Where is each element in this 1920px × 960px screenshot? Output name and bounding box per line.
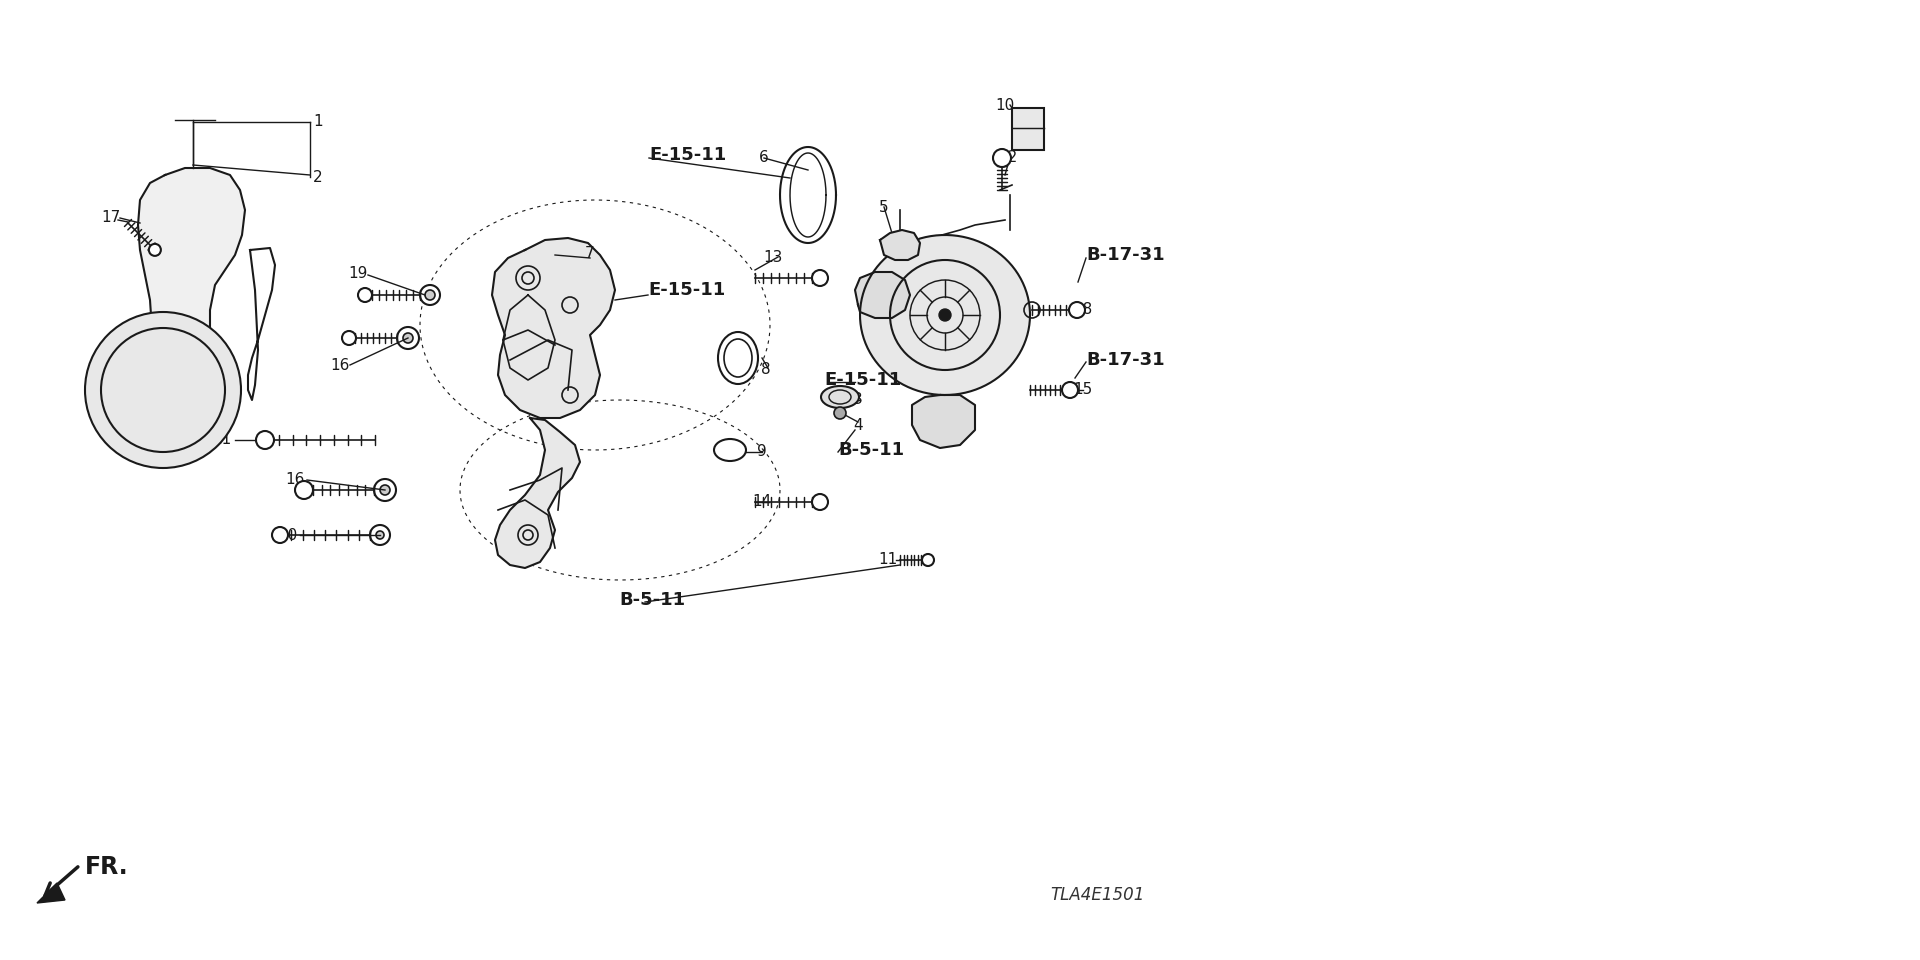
Circle shape — [296, 481, 313, 499]
Circle shape — [273, 527, 288, 543]
Text: 4: 4 — [852, 418, 862, 433]
Text: 19: 19 — [348, 266, 369, 280]
Text: 1: 1 — [313, 114, 323, 130]
Text: 16: 16 — [286, 472, 305, 488]
Text: 9: 9 — [756, 444, 766, 460]
Circle shape — [939, 309, 950, 321]
Text: 21: 21 — [213, 433, 232, 447]
Text: E-15-11: E-15-11 — [649, 281, 726, 299]
Polygon shape — [912, 395, 975, 448]
Polygon shape — [36, 883, 65, 903]
Circle shape — [150, 244, 161, 256]
Circle shape — [424, 290, 436, 300]
Text: 18: 18 — [1073, 302, 1092, 318]
Circle shape — [403, 333, 413, 343]
Text: B-5-11: B-5-11 — [837, 441, 904, 459]
Circle shape — [420, 285, 440, 305]
Text: E-15-11: E-15-11 — [824, 371, 900, 389]
Circle shape — [255, 431, 275, 449]
Text: 3: 3 — [852, 393, 862, 407]
Circle shape — [993, 149, 1012, 167]
Polygon shape — [492, 238, 614, 418]
Circle shape — [397, 327, 419, 349]
Polygon shape — [879, 230, 920, 260]
Polygon shape — [495, 418, 580, 568]
Text: TLA4E1501: TLA4E1501 — [1050, 886, 1144, 904]
Circle shape — [371, 525, 390, 545]
Circle shape — [376, 531, 384, 539]
Text: 17: 17 — [102, 210, 121, 226]
Circle shape — [380, 485, 390, 495]
Text: FR.: FR. — [84, 855, 129, 879]
Circle shape — [84, 312, 242, 468]
Text: 14: 14 — [753, 494, 772, 510]
Circle shape — [833, 407, 847, 419]
Text: 12: 12 — [998, 150, 1018, 164]
Text: 5: 5 — [879, 200, 889, 214]
Text: 2: 2 — [313, 170, 323, 184]
Text: 15: 15 — [1073, 382, 1092, 397]
Text: E-15-11: E-15-11 — [649, 146, 726, 164]
Polygon shape — [138, 168, 246, 425]
Polygon shape — [860, 235, 1029, 395]
Polygon shape — [854, 272, 910, 318]
Ellipse shape — [822, 386, 858, 408]
Text: 16: 16 — [330, 357, 349, 372]
Text: B-17-31: B-17-31 — [1087, 351, 1165, 369]
Text: 13: 13 — [764, 250, 783, 265]
Circle shape — [812, 270, 828, 286]
Circle shape — [374, 479, 396, 501]
Circle shape — [1062, 382, 1077, 398]
Circle shape — [812, 494, 828, 510]
Text: 11: 11 — [877, 553, 899, 567]
Bar — [1012, 108, 1044, 150]
Circle shape — [357, 288, 372, 302]
Text: B-5-11: B-5-11 — [618, 591, 685, 609]
Circle shape — [922, 554, 933, 566]
Circle shape — [1069, 302, 1085, 318]
Circle shape — [342, 331, 355, 345]
Text: 8: 8 — [760, 363, 770, 377]
Text: 6: 6 — [758, 150, 768, 164]
Text: 20: 20 — [278, 527, 298, 542]
Text: 7: 7 — [586, 246, 595, 260]
Text: 10: 10 — [995, 98, 1014, 112]
Text: B-17-31: B-17-31 — [1087, 246, 1165, 264]
